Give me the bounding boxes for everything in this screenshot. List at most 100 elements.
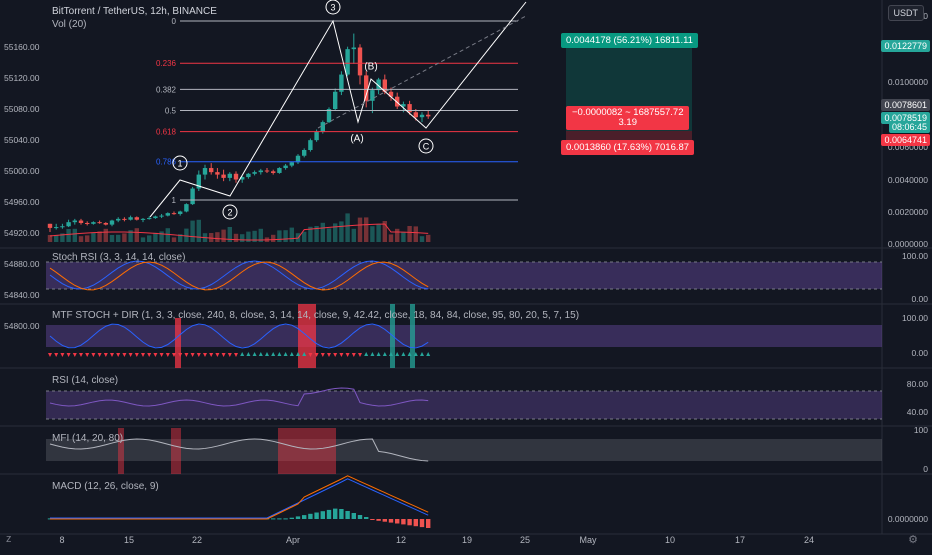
mfi-tick: 0	[923, 464, 928, 474]
volume-bar	[215, 232, 220, 242]
price-tag: 0.0122779	[881, 40, 930, 52]
candle-body	[184, 204, 189, 212]
candle-body	[277, 168, 282, 173]
currency-badge[interactable]: USDT	[887, 5, 924, 21]
volume-bar	[221, 229, 226, 242]
right-axis-tick: 0.0100000	[888, 77, 928, 87]
macd-histogram-bar	[295, 516, 301, 519]
mtf-arrow	[296, 352, 300, 356]
volume-bar	[184, 228, 189, 242]
candle-body	[333, 91, 338, 109]
mtf-arrow	[401, 352, 406, 356]
tradingview-logo: ᴢ	[6, 533, 12, 545]
mtf-arrow	[85, 353, 90, 357]
mtf-arrow	[215, 353, 220, 357]
volume-bar	[116, 234, 121, 242]
candle-body	[413, 112, 418, 118]
candle-body	[109, 220, 115, 225]
macd-histogram-bar	[388, 519, 394, 523]
candle-body	[357, 47, 363, 76]
candle-body	[395, 96, 400, 107]
candle-body	[258, 170, 263, 173]
mtf-arrow	[159, 353, 164, 357]
volume-bar	[140, 237, 146, 242]
mtf-arrow	[252, 352, 257, 356]
mtf-arrow	[128, 353, 133, 357]
candle-body	[122, 218, 127, 220]
volume-bar	[283, 230, 288, 242]
volume-bar	[60, 233, 65, 242]
candle-body	[233, 173, 239, 180]
candle-body	[401, 104, 406, 107]
macd-histogram-bar	[277, 518, 282, 520]
macd-histogram-bar	[364, 517, 369, 519]
volume-bar	[370, 226, 375, 242]
volume-bar	[258, 228, 263, 242]
target-box-label: 0.0044178 (56.21%) 16811.11	[561, 33, 698, 48]
stoch-rsi-title: Stoch RSI (3, 3, 14, 14, close)	[52, 252, 186, 263]
mfi-title: MFI (14, 20, 80)	[52, 433, 124, 444]
volume-bar	[401, 232, 406, 242]
macd-histogram-bar	[419, 519, 425, 528]
gear-icon[interactable]: ⚙	[908, 534, 918, 546]
volume-bar	[364, 217, 369, 242]
x-axis-tick: May	[579, 535, 597, 545]
mtf-tick: 100.00	[902, 313, 928, 323]
mtf-arrow	[147, 353, 152, 357]
candle-body	[426, 114, 431, 117]
volume-bar	[109, 235, 115, 242]
macd-histogram-bar	[302, 515, 307, 519]
mtf-arrow	[389, 352, 393, 356]
candle-body	[72, 220, 77, 223]
volume-ma-line	[49, 223, 429, 241]
mtf-arrow	[376, 352, 381, 356]
mfi-line	[49, 438, 429, 462]
candle-body	[97, 222, 102, 224]
wave-label: C	[423, 142, 430, 152]
candle-body	[326, 109, 332, 123]
volume-bar	[246, 231, 251, 242]
candle-body	[78, 220, 84, 223]
fib-label: 0.236	[156, 59, 177, 68]
candle-body	[165, 213, 170, 216]
left-axis-tick: 54800.00	[4, 321, 40, 331]
volume-bar	[395, 228, 400, 242]
candle-body	[190, 188, 195, 205]
macd-histogram-bar	[333, 508, 338, 519]
candle-body	[289, 162, 294, 166]
mtf-stoch-title: MTF STOCH + DIR (1, 3, 3, close, 240, 8,…	[52, 310, 580, 321]
mtf-arrow	[382, 352, 387, 356]
candle-body	[221, 174, 226, 178]
mtf-arrow	[134, 353, 139, 357]
volume-bar	[326, 228, 332, 242]
volume-bar	[419, 236, 425, 242]
right-axis-tick: 0.0000000	[888, 239, 928, 249]
candle-body	[376, 79, 381, 91]
candle-body	[388, 91, 394, 97]
left-axis-tick: 55040.00	[4, 135, 40, 145]
candle-body	[140, 218, 146, 220]
volume-bar	[66, 229, 71, 242]
left-axis-tick: 55080.00	[4, 104, 40, 114]
wave-circle	[418, 138, 434, 154]
rsi-tick: 40.00	[907, 407, 929, 417]
mtf-arrow	[339, 353, 344, 357]
macd-histogram-bar	[413, 519, 418, 527]
volume-bar	[128, 230, 133, 242]
macd-histogram-bar	[320, 511, 325, 519]
volume-bar	[271, 234, 276, 242]
macd-histogram-bar	[401, 519, 406, 525]
candle-body	[178, 211, 183, 214]
candle-body	[196, 174, 201, 189]
wave-label: (B)	[364, 62, 377, 73]
candle-body	[364, 75, 369, 101]
volume-bar	[308, 226, 313, 242]
mtf-arrow	[345, 353, 350, 357]
x-axis-tick: 15	[124, 535, 134, 545]
macd-histogram-bar	[314, 512, 319, 519]
mfi-overbought-bar	[278, 428, 336, 474]
volume-bar	[333, 223, 338, 242]
measure-box: −0.0000082 ~ 1687557.72 3.19	[566, 106, 690, 130]
